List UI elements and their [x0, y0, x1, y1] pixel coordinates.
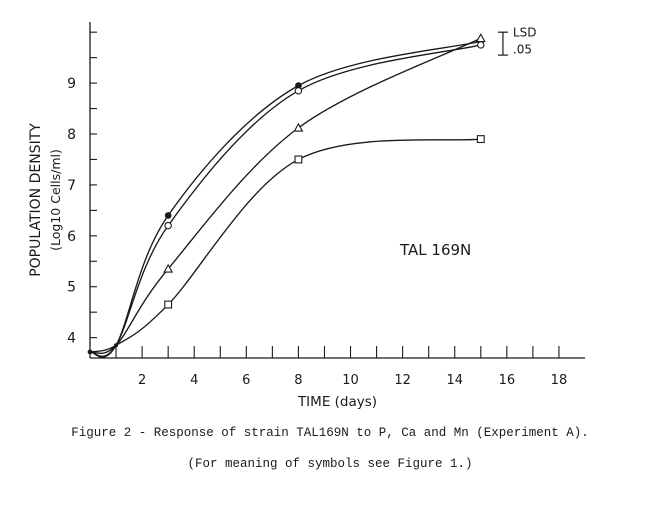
labels: 2 4 6 8 10 12 14 16 18 4 5 6 7 8 9 TIME (days) POPULATIO…	[28, 25, 567, 410]
y-tick-label: 4	[67, 331, 76, 347]
axes	[89, 22, 585, 359]
figure-caption: Figure 2 - Response of strain TAL169N to…	[71, 426, 589, 440]
square-marker	[294, 155, 303, 164]
figure-caption-note: (For meaning of symbols see Figure 1.)	[187, 457, 473, 471]
x-tick-label: 16	[499, 373, 516, 388]
open-circle-marker	[294, 86, 303, 95]
start-point-marker	[87, 349, 93, 355]
strain-annotation: TAL 169N	[399, 241, 471, 259]
square-marker	[476, 135, 485, 144]
square-marker	[164, 300, 173, 309]
lsd-level-label: .05	[513, 43, 532, 57]
x-tick-label: 10	[342, 373, 359, 388]
x-tick-label: 14	[446, 373, 463, 388]
x-tick-label: 18	[551, 373, 568, 388]
x-tick-label: 4	[190, 373, 198, 388]
curves	[89, 37, 482, 358]
x-tick-label: 2	[138, 373, 146, 388]
x-tick-label: 8	[294, 373, 302, 388]
y-tick-label: 6	[67, 229, 76, 245]
markers	[87, 33, 486, 355]
x-axis-label: TIME (days)	[297, 394, 377, 410]
series-line	[89, 37, 482, 355]
y-tick-label: 5	[67, 280, 76, 296]
triangle-marker	[475, 33, 486, 43]
population-density-chart: 2 4 6 8 10 12 14 16 18 4 5 6 7 8 9 TIME (days) POPULATIO…	[28, 22, 585, 410]
x-tick-label: 12	[394, 373, 411, 388]
open-circle-marker	[164, 221, 172, 230]
y-axis-units-label: (Log10 Cells/ml)	[48, 149, 63, 251]
open-circle-marker	[477, 41, 485, 49]
lsd-label: LSD	[513, 25, 537, 39]
y-tick-label: 9	[67, 76, 76, 92]
series-line	[89, 44, 481, 357]
x-tick-label: 6	[242, 373, 250, 388]
triangle-marker	[163, 263, 174, 273]
triangle-marker	[293, 122, 304, 132]
y-axis-label: POPULATION DENSITY	[28, 123, 44, 277]
y-tick-label: 7	[67, 178, 76, 194]
filled-dot-marker	[164, 212, 172, 219]
day1-point-marker	[114, 343, 119, 348]
series-line	[89, 40, 481, 358]
y-tick-label: 8	[67, 127, 76, 143]
